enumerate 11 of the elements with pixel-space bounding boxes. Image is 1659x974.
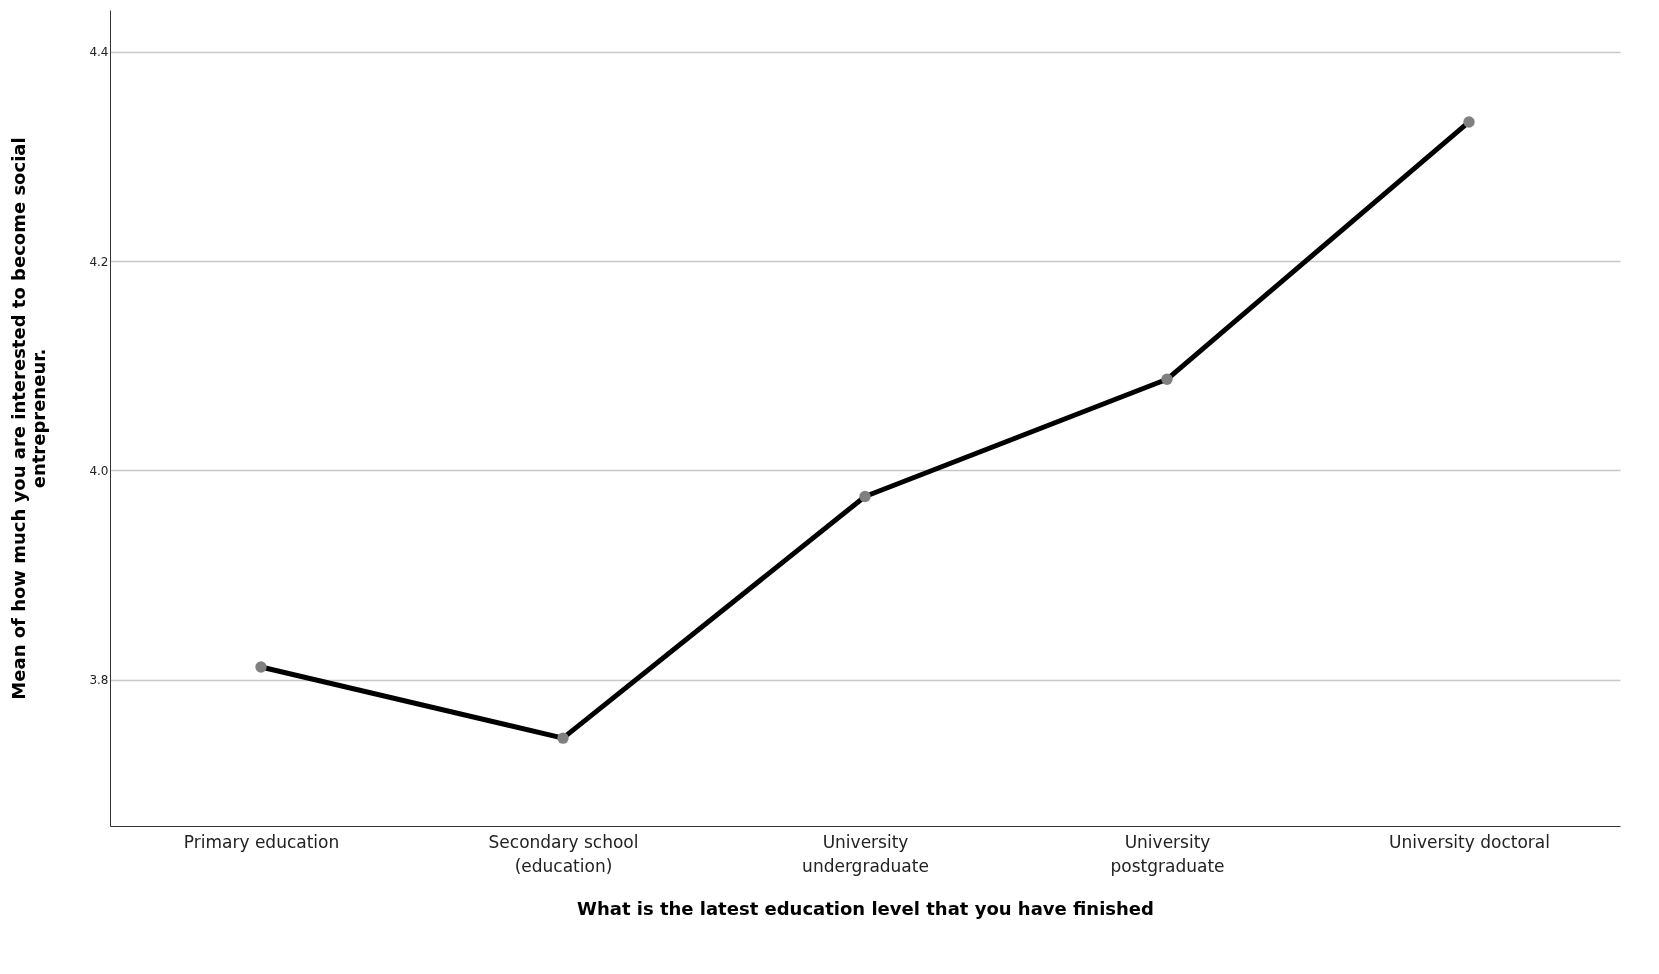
y-tick-label: 4.0 <box>89 463 109 478</box>
y-tick-label: 3.8 <box>89 673 109 688</box>
x-tick-label: University doctoral <box>1389 831 1550 852</box>
y-axis-title: Mean of how much you are interested to become social entrepreneur. <box>8 137 50 700</box>
x-axis-title: What is the latest education level that you have finished <box>577 897 1154 919</box>
x-tick-label: University postgraduate <box>1110 831 1225 876</box>
x-tick-label: Secondary school (education) <box>488 831 639 876</box>
x-tick-label: Primary education <box>183 831 340 852</box>
y-tick-label: 4.2 <box>89 254 109 269</box>
y-tick-label: 4.4 <box>89 45 109 60</box>
x-tick-label: University undergraduate <box>802 831 929 876</box>
